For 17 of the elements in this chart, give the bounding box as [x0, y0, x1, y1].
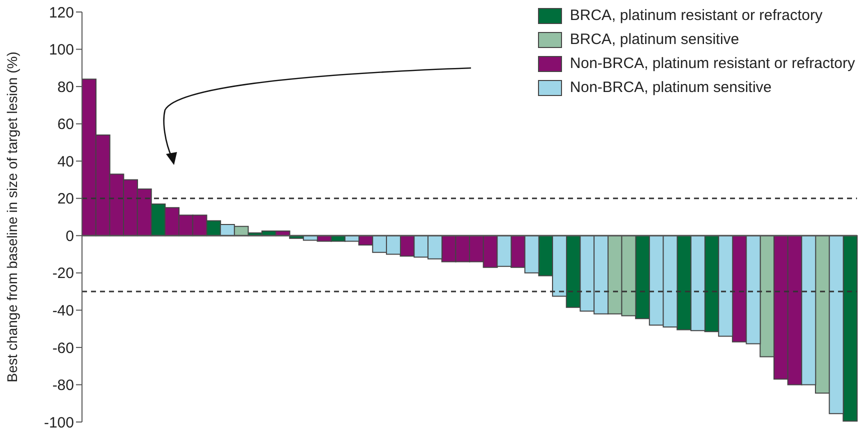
- y-tick-label: 0: [66, 228, 74, 245]
- y-tick-label: -80: [52, 377, 74, 394]
- y-tick-label: -40: [52, 302, 74, 320]
- y-tick-label: 20: [57, 190, 74, 208]
- legend-label: BRCA, platinum sensitive: [570, 30, 740, 50]
- y-tick-label: 120: [48, 4, 74, 22]
- y-tick-label: 60: [57, 116, 74, 134]
- y-tick-label: 40: [57, 153, 74, 170]
- y-tick-label: -60: [52, 340, 74, 357]
- y-tick-label: 80: [57, 78, 74, 96]
- y-axis-title: Best change from baseline in size of target lesion (%): [4, 52, 20, 382]
- legend-label: Non-BRCA, platinum sensitive: [570, 78, 772, 98]
- legend-label: Non-BRCA, platinum resistant or refractory: [570, 54, 855, 74]
- legend-label: BRCA, platinum resistant or refractory: [570, 6, 822, 26]
- y-tick-label: -100: [44, 414, 74, 432]
- y-tick-label: -20: [52, 265, 74, 282]
- y-tick-label: 100: [48, 42, 74, 59]
